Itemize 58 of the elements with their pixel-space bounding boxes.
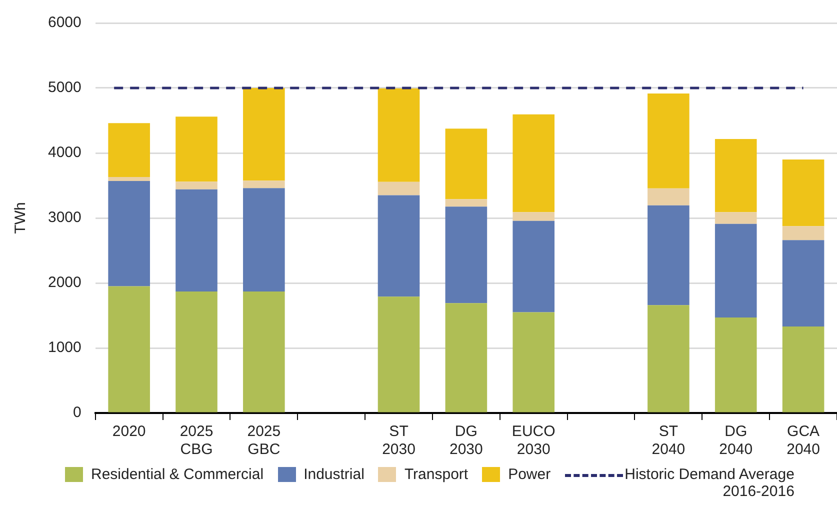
bar: [445, 303, 488, 412]
bar: [512, 220, 555, 312]
x-tick-label: 2025 GBC: [247, 423, 281, 458]
bar: [176, 291, 218, 412]
bar: [243, 180, 285, 188]
bar: [378, 182, 420, 196]
y-tick-label: 2000: [48, 274, 82, 292]
bar: [108, 123, 150, 178]
bar: [782, 240, 824, 327]
bar: [445, 128, 488, 200]
legend-label: Industrial: [304, 466, 364, 483]
legend-label: Residential & Commercial: [91, 466, 264, 483]
y-tick-label: 1000: [48, 339, 82, 356]
y-tick-label: 5000: [48, 79, 82, 96]
bar: [648, 205, 690, 306]
y-axis-title: TWh: [12, 202, 30, 234]
bar: [243, 291, 285, 412]
bar: [108, 286, 150, 412]
bar: [512, 114, 555, 212]
bar: [782, 226, 824, 240]
bar: [714, 317, 757, 412]
bar: [648, 305, 690, 412]
bar: [243, 88, 285, 181]
x-tick-label: 2025 CBG: [180, 423, 214, 458]
x-tick-label: DG 2030: [449, 423, 483, 458]
bar: [176, 182, 218, 190]
bar: [714, 224, 757, 318]
bar: [378, 296, 420, 412]
x-tick-label: ST 2030: [382, 423, 416, 458]
bar: [108, 180, 150, 286]
bar: [176, 189, 218, 292]
bar: [714, 139, 757, 212]
x-tick-label: DG 2040: [719, 423, 753, 458]
y-tick-label: 4000: [48, 144, 82, 162]
bar: [108, 177, 150, 181]
bar: [648, 188, 690, 206]
bar: [378, 88, 420, 182]
bar: [445, 199, 488, 207]
x-tick-label: GCA 2040: [786, 423, 820, 458]
y-tick-label: 0: [73, 404, 82, 422]
bar: [782, 160, 824, 226]
bar: [445, 206, 488, 304]
x-tick-label: ST 2040: [652, 423, 686, 458]
legend-label: Transport: [404, 466, 468, 483]
bar: [714, 212, 757, 224]
bar: [378, 195, 420, 297]
bar: [782, 326, 824, 412]
x-tick-label: EUCO 2030: [512, 423, 556, 458]
bar: [176, 116, 218, 182]
y-tick-label: 3000: [48, 209, 82, 226]
y-tick-label: 6000: [48, 14, 82, 32]
bar: [512, 212, 555, 221]
x-tick-label: 2020: [112, 423, 146, 440]
legend-label: Power: [508, 466, 551, 483]
bar: [648, 94, 690, 188]
bar: [243, 188, 285, 292]
legend-label: Historic Demand Average 2016-2016: [624, 466, 794, 500]
bar: [512, 312, 555, 412]
